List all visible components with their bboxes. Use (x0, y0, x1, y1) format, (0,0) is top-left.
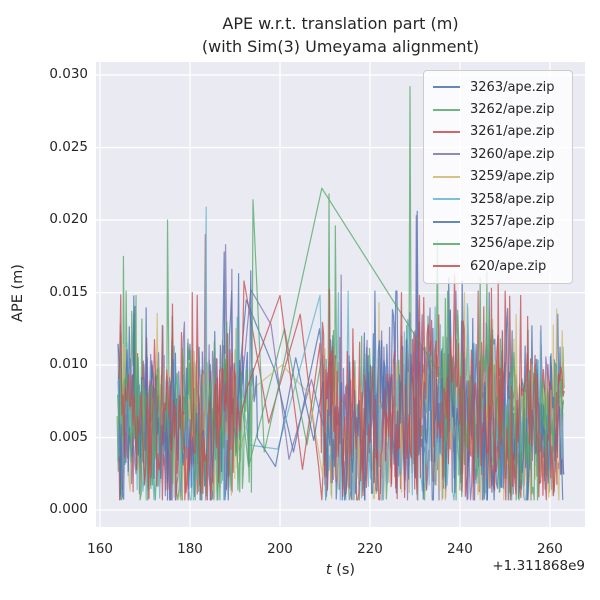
legend-label: 3257/ape.zip (470, 214, 555, 230)
legend-entry: 3260/ape.zip (433, 143, 564, 165)
y-tick-label: 0.025 (49, 138, 88, 155)
legend-line-sample (433, 153, 460, 156)
x-tick-label: 220 (357, 541, 383, 557)
legend-label: 620/ape.zip (470, 258, 547, 274)
legend-entry: 3256/ape.zip (433, 233, 564, 255)
legend-line-sample (433, 265, 460, 268)
legend-label: 3260/ape.zip (470, 146, 555, 162)
x-tick-label: 200 (267, 541, 293, 557)
legend-entry: 3258/ape.zip (433, 188, 564, 210)
x-axis-label-unit: (s) (331, 562, 356, 578)
legend-line-sample (433, 198, 460, 201)
legend-label: 3256/ape.zip (470, 236, 555, 252)
legend-line-sample (433, 220, 460, 223)
x-tick-label: 240 (447, 541, 473, 557)
chart-subtitle: (with Sim(3) Umeyama alignment) (201, 37, 480, 56)
legend-label: 3263/ape.zip (470, 79, 555, 95)
y-tick-label: 0.015 (49, 283, 88, 300)
chart-title: APE w.r.t. translation part (m) (222, 14, 459, 33)
legend-box: 3263/ape.zip 3262/ape.zip 3261/ape.zip 3260… (423, 70, 573, 284)
y-tick-label: 0.000 (49, 501, 88, 518)
legend-line-sample (433, 108, 460, 111)
y-axis-label: APE (m) (10, 264, 26, 322)
legend-label: 3258/ape.zip (470, 191, 555, 207)
y-tick-label: 0.010 (49, 356, 88, 373)
legend-entry: 3263/ape.zip (433, 76, 564, 98)
legend-label: 3259/ape.zip (470, 169, 555, 185)
x-axis-label-math: t (325, 562, 332, 578)
x-axis-label: t (s) (96, 562, 585, 578)
y-tick-label: 0.020 (49, 211, 88, 228)
chart-title-block: APE w.r.t. translation part (m) (with Si… (96, 12, 585, 58)
legend-line-sample (433, 86, 460, 89)
legend-entry: 3257/ape.zip (433, 210, 564, 232)
legend-entry: 620/ape.zip (433, 255, 564, 277)
x-axis-offset-text: +1.311868e9 (492, 558, 585, 574)
x-tick-label: 260 (537, 541, 563, 557)
x-tick-label: 180 (177, 541, 203, 557)
legend-entry: 3261/ape.zip (433, 121, 564, 143)
legend-line-sample (433, 175, 460, 178)
series-group (116, 86, 565, 501)
x-tick-label: 160 (87, 541, 113, 557)
legend-label: 3261/ape.zip (470, 124, 555, 140)
legend-label: 3262/ape.zip (470, 102, 555, 118)
legend-entry: 3262/ape.zip (433, 98, 564, 120)
legend-entry: 3259/ape.zip (433, 166, 564, 188)
legend-line-sample (433, 242, 460, 245)
legend-line-sample (433, 130, 460, 133)
y-tick-label: 0.005 (49, 428, 88, 445)
y-tick-label: 0.030 (49, 66, 88, 83)
series-line-620-ape-zip (117, 274, 565, 501)
